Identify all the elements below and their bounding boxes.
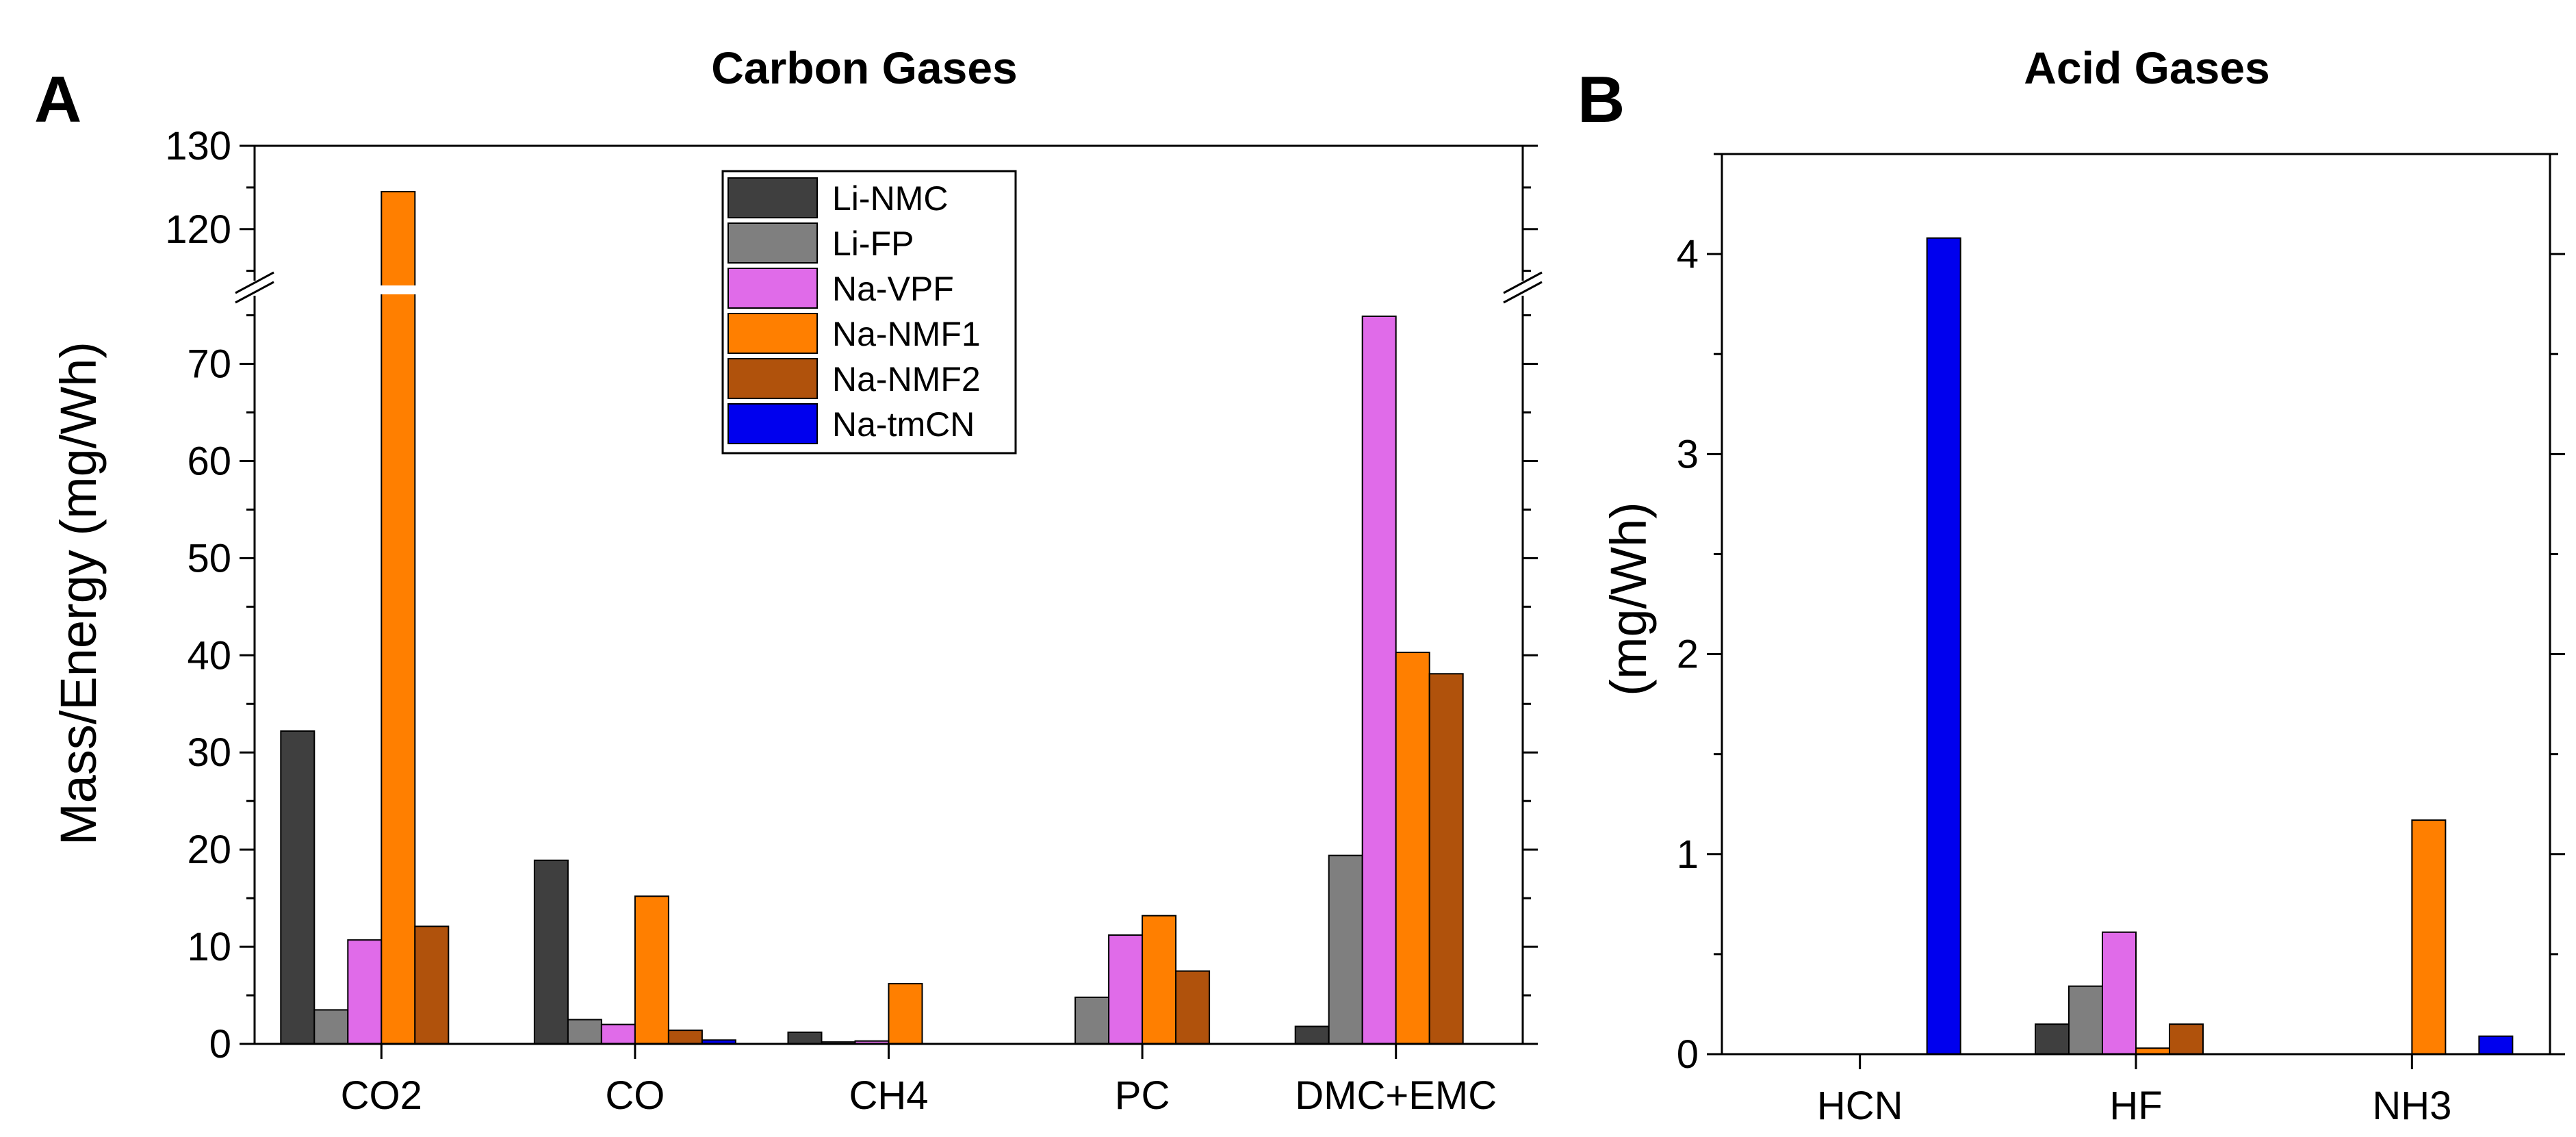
y-tick-label: 0 xyxy=(1677,1032,1699,1077)
legend-swatch-Li-NMC xyxy=(727,177,818,218)
legend-swatch-Li-FP xyxy=(727,222,818,264)
bar-Na-NMF2-DMC+EMC xyxy=(1428,673,1464,1045)
y-tick-label: 40 xyxy=(187,633,231,678)
bar-Na-NMF1-CH4 xyxy=(888,983,923,1045)
panel-a-title: Carbon Gases xyxy=(711,42,1018,93)
bar-Na-NMF2-CO2 xyxy=(414,925,450,1045)
y-tick-label: 0 xyxy=(209,1022,231,1066)
legend-swatch-Na-NMF1 xyxy=(727,313,818,354)
y-tick-label: 3 xyxy=(1677,432,1699,476)
bar-Na-VPF-HF xyxy=(2102,931,2137,1055)
legend-label-Na-tmCN: Na-tmCN xyxy=(832,405,975,444)
x-tick-label-HCN: HCN xyxy=(1817,1084,1903,1128)
y-tick-label: 70 xyxy=(187,342,231,387)
bar-Na-NMF1-NH3 xyxy=(2411,819,2447,1055)
y-tick-label: 10 xyxy=(187,925,231,969)
panel-a-plot: 0 10 20 30 40 50 60 70 120 130 CO2 CO CH4 PC DMC+EMC xyxy=(165,124,1543,1118)
bar-Li-NMC-CO xyxy=(533,859,569,1045)
axis-break-mark-left-upper xyxy=(235,271,274,294)
bar-Na-NMF1-CO xyxy=(634,895,669,1045)
x-tick-label-CH4: CH4 xyxy=(849,1073,928,1118)
x-tick-label-PC: PC xyxy=(1115,1073,1170,1118)
panel-b-letter: B xyxy=(1577,63,1625,136)
y-tick-label: 60 xyxy=(187,439,231,483)
x-tick-label-CO2: CO2 xyxy=(341,1073,422,1118)
bar-Na-NMF1-CO2 xyxy=(381,190,416,1045)
y-tick-label: 2 xyxy=(1677,633,1699,677)
bar-Na-VPF-DMC+EMC xyxy=(1361,315,1397,1045)
bar-Na-tmCN-HCN xyxy=(1926,237,1961,1056)
legend-swatch-Na-tmCN xyxy=(727,403,818,444)
bar-Na-NMF1-DMC+EMC xyxy=(1395,652,1430,1045)
y-tick-label: 30 xyxy=(187,730,231,775)
y-tick-label: 4 xyxy=(1677,232,1699,277)
y-tick-label: 1 xyxy=(1677,832,1699,877)
legend-label-Na-NMF2: Na-NMF2 xyxy=(832,360,981,398)
bar-Na-VPF-PC xyxy=(1108,934,1144,1045)
panel-a-letter: A xyxy=(34,63,81,136)
legend-label-Li-FP: Li-FP xyxy=(832,225,914,263)
bar-Na-NMF2-CO xyxy=(667,1030,703,1045)
legend-swatch-Na-NMF2 xyxy=(727,358,818,399)
bar-Li-FP-CO2 xyxy=(313,1009,349,1045)
axis-break-mark-right-lower xyxy=(1503,281,1543,304)
bar-Li-FP-PC xyxy=(1074,996,1110,1045)
y-tick-label: 120 xyxy=(165,207,231,252)
axis-break-mark-left-lower xyxy=(235,281,274,304)
panel-b-plot: 0 1 2 3 4 HCN HF NH3 xyxy=(1677,153,2565,1128)
legend-label-Na-NMF1: Na-NMF1 xyxy=(832,315,981,353)
legend: Li-NMC Li-FP Na-VPF Na-NMF1 Na-NMF2 Na-tmCN xyxy=(721,170,1017,455)
bar-Na-tmCN-NH3 xyxy=(2478,1035,2514,1055)
x-tick-label-CO: CO xyxy=(605,1073,665,1118)
legend-swatch-Na-VPF xyxy=(727,268,818,309)
bar-Na-NMF2-HF xyxy=(2169,1023,2204,1055)
y-tick-label: 20 xyxy=(187,828,231,872)
bar-Li-FP-CO xyxy=(567,1019,602,1045)
bar-Li-FP-DMC+EMC xyxy=(1328,854,1363,1045)
y-tick-label: 50 xyxy=(187,536,231,580)
x-tick-label-NH3: NH3 xyxy=(2372,1084,2451,1128)
bar-Li-NMC-DMC+EMC xyxy=(1294,1025,1330,1045)
legend-label-Na-VPF: Na-VPF xyxy=(832,270,954,308)
legend-label-Li-NMC: Li-NMC xyxy=(832,179,948,218)
bar-Na-VPF-CO2 xyxy=(347,939,383,1045)
bar-Na-NMF2-PC xyxy=(1175,970,1211,1045)
axis-break-mark-right-upper xyxy=(1503,271,1543,294)
bar-Li-NMC-CO2 xyxy=(280,730,315,1045)
bar-Na-NMF1-PC xyxy=(1142,915,1177,1045)
y-tick-label: 130 xyxy=(165,124,231,168)
panel-b-y-axis-label: (mg/Wh) xyxy=(1600,502,1657,696)
bar-Li-NMC-HF xyxy=(2035,1023,2070,1055)
panel-a-y-axis-label: Mass/Energy (mg/Wh) xyxy=(50,342,107,845)
x-tick-label-HF: HF xyxy=(2109,1084,2162,1128)
bar-Na-VPF-CO xyxy=(600,1023,636,1045)
x-tick-label-DMC+EMC: DMC+EMC xyxy=(1295,1073,1497,1118)
bar-Li-NMC-CH4 xyxy=(787,1031,823,1045)
bar-Li-FP-HF xyxy=(2068,985,2103,1055)
panel-b-title: Acid Gases xyxy=(2024,42,2270,93)
axis-break-gap-Na-NMF1-CO2 xyxy=(379,285,417,294)
